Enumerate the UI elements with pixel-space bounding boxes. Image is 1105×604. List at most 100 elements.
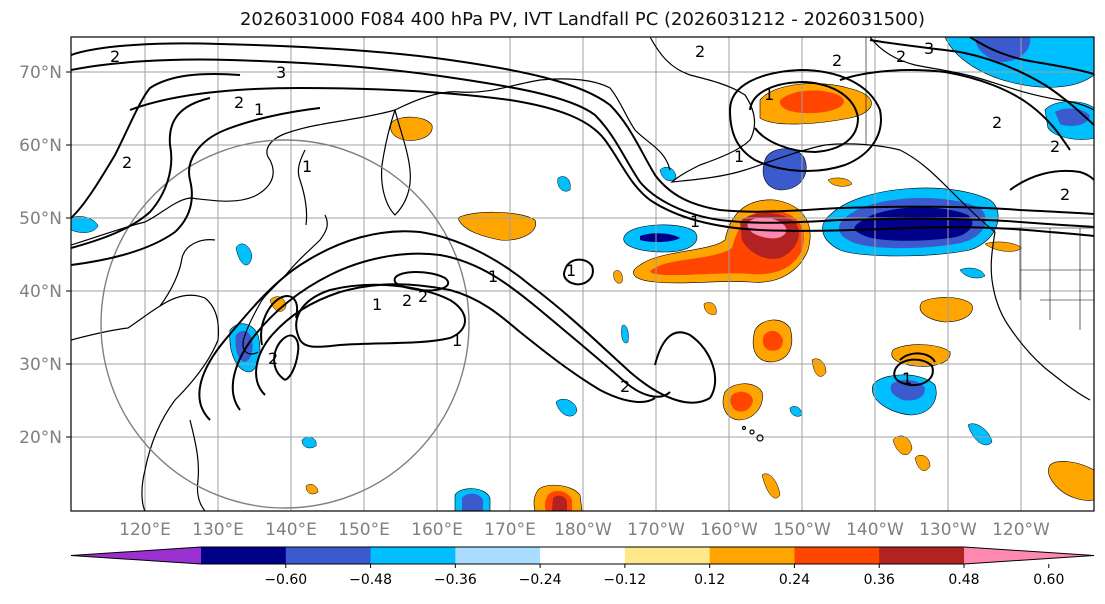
contour-label: 3 — [924, 39, 934, 58]
coastline-hokkaido-sakhalin — [297, 149, 308, 226]
negative-anomaly-165w-small — [557, 176, 571, 192]
positive-anomaly-130w — [919, 297, 973, 323]
lon-label: 150°W — [773, 520, 831, 540]
colorbar-tick-label: 0.24 — [779, 572, 810, 588]
contour-label: 1 — [566, 261, 576, 280]
contour-label: 1 — [372, 295, 382, 314]
pv-contour-135w-small — [893, 358, 934, 387]
coastline-alaska — [649, 37, 996, 233]
colorbar-tick-label: 0.12 — [694, 572, 725, 588]
positive-anomaly-aleutian-small — [827, 177, 853, 187]
contour-label: 3 — [276, 63, 286, 82]
pv-contour-west-3 — [71, 107, 321, 266]
colorbar-tick-label: 0.48 — [948, 572, 979, 588]
latitude-labels: 70°N 60°N 50°N 40°N 30°N 20°N — [19, 63, 62, 448]
colorbar-tick-label: −0.12 — [603, 572, 646, 588]
colorbar-swatch — [285, 547, 372, 564]
colorbar-outline — [70, 546, 1095, 565]
border-us-states — [1019, 228, 1094, 330]
lat-label: 70°N — [19, 63, 62, 83]
contour-label: 2 — [268, 349, 278, 368]
contour-labels: 2 3 2 1 2 1 1 2 1 1 2 2 1 2 2 1 1 2 3 2 … — [110, 39, 1070, 396]
pv-contour-japan-loop-outer — [198, 230, 717, 421]
colorbar-swatch — [709, 547, 795, 564]
contour-label: 2 — [418, 287, 428, 306]
contour-label: 1 — [254, 100, 264, 119]
positive-anomaly-180-south-peak — [552, 495, 567, 511]
positive-anomaly-128w-south — [914, 455, 931, 471]
contour-label: 2 — [1060, 185, 1070, 204]
contour-label: 2 — [695, 42, 705, 61]
map-title: 2026031000 F084 400 hPa PV, IVT Landfall… — [239, 9, 926, 30]
colorbar-swatch — [879, 547, 965, 564]
colorbar-tick-label: 0.36 — [864, 572, 895, 588]
pv-contour-alaska-1 — [839, 69, 1071, 151]
positive-anomaly-140w-small — [811, 358, 827, 377]
hawaii-island — [756, 434, 764, 442]
lat-label: 50°N — [19, 209, 62, 229]
negative-anomaly-130e-south — [301, 436, 317, 449]
colorbar-swatch — [624, 547, 711, 564]
contour-label: 2 — [620, 377, 630, 396]
contour-label: 1 — [452, 331, 462, 350]
pv-contour-170w-small — [563, 258, 594, 286]
ivt-anomaly-shading — [71, 37, 1094, 511]
pv-contour-bering-1 — [729, 68, 882, 173]
pv-contour-japan-core-2 — [260, 295, 298, 346]
pv-contour-north-1 — [71, 42, 1094, 215]
negative-anomaly-130e-small — [235, 243, 253, 266]
contour-label: 2 — [832, 51, 842, 70]
lat-label: 60°N — [19, 136, 62, 156]
colorbar-tick-label: −0.24 — [519, 572, 562, 588]
negative-anomaly-150w-small — [789, 406, 803, 417]
contour-label: 2 — [402, 291, 412, 310]
coastline-china-inner — [159, 239, 216, 307]
pv-contour-west-loop — [71, 72, 241, 219]
colorbar-swatch — [540, 547, 626, 564]
positive-anomaly-130w-south — [892, 435, 913, 455]
negative-anomaly-aleutian-small — [659, 167, 677, 181]
positive-anomaly-okhotsk — [390, 116, 433, 141]
negative-anomaly-japan-core — [235, 330, 253, 362]
positive-anomaly-155w-south — [761, 473, 781, 499]
lon-label: 140°E — [265, 520, 317, 540]
negative-anomaly-165e-small — [621, 324, 629, 344]
pv-contour-japan-core — [273, 334, 300, 381]
pv-contours — [71, 37, 1094, 421]
pv-contour-west-2 — [71, 97, 211, 249]
lat-label: 20°N — [19, 428, 62, 448]
map-plot-area: 2 3 2 1 2 1 1 2 1 1 2 2 1 2 2 1 1 2 3 2 … — [71, 37, 1094, 511]
contour-label: 2 — [110, 47, 120, 66]
pv-contour-135w-small-2 — [899, 352, 936, 363]
contour-label: 1 — [902, 369, 912, 388]
colorbar-tick-label: −0.36 — [434, 572, 477, 588]
negative-anomaly-dateline-core — [640, 233, 680, 243]
colorbar: −0.60 −0.48 −0.36 −0.24 −0.12 0.12 0.24 0.36 0.4… — [70, 546, 1095, 588]
positive-anomaly-140e-south — [305, 484, 319, 495]
lon-label: 130°E — [192, 520, 244, 540]
colorbar-swatch — [201, 547, 287, 564]
pv-contour-alaska-2 — [869, 39, 1094, 126]
positive-anomaly-bering-core — [779, 90, 844, 114]
lon-label: 180°W — [554, 520, 612, 540]
negative-anomaly-160w-small — [555, 399, 578, 417]
contour-label: 2 — [122, 153, 132, 172]
positive-anomaly-115w-south — [1048, 461, 1094, 501]
lon-label: 140°W — [846, 520, 904, 540]
positive-anomaly-160e — [457, 211, 537, 241]
negative-anomaly-west-edge — [71, 216, 99, 233]
lon-label: 160°W — [700, 520, 758, 540]
coastline-westcoast — [990, 231, 1091, 401]
colorbar-swatch — [370, 547, 456, 564]
lon-label: 120°W — [992, 520, 1050, 540]
contour-label: 2 — [992, 113, 1002, 132]
positive-anomaly-175w-small — [613, 270, 623, 284]
lon-label: 150°E — [338, 520, 390, 540]
colorbar-extend-high — [964, 547, 1094, 564]
positive-anomaly-160w-small-b — [703, 302, 717, 315]
longitude-labels: 120°E 130°E 140°E 150°E 160°E 170°E 180°… — [119, 520, 1050, 540]
contour-label: 1 — [302, 157, 312, 176]
colorbar-swatch — [794, 547, 880, 564]
contour-label: 1 — [764, 85, 774, 104]
